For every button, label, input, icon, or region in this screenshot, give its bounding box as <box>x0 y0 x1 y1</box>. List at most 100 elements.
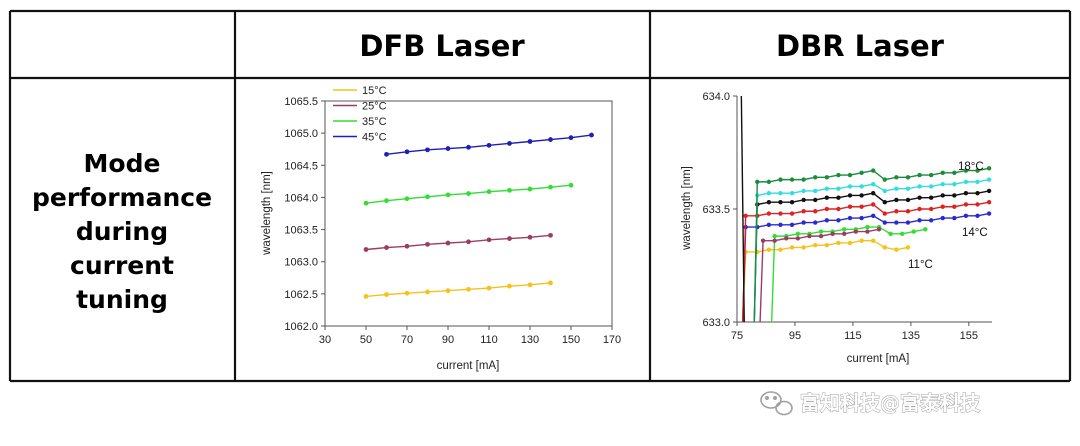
dfb-ylabel: wavelength [nm] <box>261 171 273 256</box>
dbr-y-tick-label: 633.5 <box>702 204 730 216</box>
dfb-data-point <box>486 142 492 148</box>
dbr-data-point <box>870 238 876 243</box>
dbr-data-point <box>928 218 934 223</box>
dfb-series-35C <box>363 182 574 206</box>
dfb-data-point <box>466 286 471 292</box>
dfb-data-point <box>548 184 553 190</box>
dbr-data-point <box>766 222 772 228</box>
dfb-data-point <box>404 196 410 202</box>
dbr-data-point <box>975 168 980 173</box>
dfb-data-point <box>445 240 451 246</box>
dfb-data-point <box>589 132 594 138</box>
dbr-annotation-11c: 11°C <box>908 259 933 271</box>
dbr-data-point <box>813 197 818 203</box>
dbr-data-point <box>789 200 795 205</box>
dfb-x-tick-label: 170 <box>603 334 621 346</box>
dbr-data-point <box>847 204 853 209</box>
dbr-series-4 <box>741 200 992 323</box>
dfb-data-point <box>548 137 553 142</box>
dbr-x-tick-label: 75 <box>731 330 743 342</box>
dbr-chart: 75 95 115 135 155 633.0 633.5 634.0 current [mA… <box>681 91 992 365</box>
dbr-mode-hop-line <box>770 236 776 323</box>
dfb-y-tick-label: 1065.5 <box>284 96 318 108</box>
dbr-data-point <box>795 236 801 241</box>
dbr-data-point <box>766 247 772 252</box>
dbr-series-5 <box>753 188 992 323</box>
dbr-data-point <box>813 220 818 225</box>
dbr-data-point <box>888 231 893 237</box>
dfb-data-point <box>507 187 512 193</box>
dbr-data-point <box>865 224 870 230</box>
dbr-data-point <box>940 215 945 221</box>
dbr-data-point <box>894 220 899 225</box>
dbr-data-point <box>760 238 766 243</box>
dbr-data-point <box>836 206 841 212</box>
dfb-axes: 30 50 70 90 110 130 150 170 1062.0 1062.5 1063.0 10… <box>284 96 621 346</box>
dbr-data-point <box>824 186 830 191</box>
dbr-data-point <box>870 213 876 218</box>
dbr-data-point <box>882 211 887 216</box>
dbr-data-point <box>836 172 841 178</box>
dbr-data-point <box>865 229 870 234</box>
dbr-data-point <box>755 179 760 185</box>
dfb-legend-label: 45°C <box>362 132 387 144</box>
dbr-data-point <box>894 247 899 252</box>
dbr-data-point <box>766 200 772 205</box>
dbr-data-point <box>836 240 841 246</box>
dbr-annotation-18c: 18°C <box>958 161 984 173</box>
dfb-legend-label: 15°C <box>362 85 387 97</box>
dbr-data-point <box>870 190 876 196</box>
dfb-data-point <box>425 241 430 247</box>
dbr-data-point <box>882 188 887 194</box>
dfb-y-tick-label: 1063.5 <box>284 225 318 237</box>
dbr-data-point <box>882 200 887 205</box>
dbr-mode-hop-line <box>759 240 764 323</box>
dbr-spike-line <box>740 95 745 323</box>
dbr-y-tick-label: 633.0 <box>702 317 730 329</box>
dbr-x-tick-label: 155 <box>960 330 978 342</box>
dbr-data-point <box>911 229 916 234</box>
dfb-data-point <box>384 198 389 204</box>
dbr-x-tick-label: 95 <box>789 330 801 342</box>
dbr-data-point <box>963 179 969 185</box>
dbr-xlabel: current [mA] <box>847 353 910 365</box>
dbr-data-point <box>847 193 853 198</box>
dfb-data-point <box>548 280 553 286</box>
dbr-data-point <box>882 245 887 250</box>
dfb-data-point <box>486 285 492 291</box>
watermark: 富知科技@富泰科技 <box>760 391 981 415</box>
dbr-data-point <box>859 238 864 243</box>
dbr-data-point <box>789 177 795 182</box>
dbr-data-point <box>824 206 830 212</box>
dbr-data-point <box>813 175 818 180</box>
dfb-x-tick-label: 110 <box>480 334 498 346</box>
dbr-data-point <box>975 213 980 218</box>
dfb-data-point <box>445 288 451 294</box>
dfb-data-point <box>425 289 430 295</box>
dbr-series-2 <box>759 227 882 323</box>
dbr-series-line <box>745 212 990 228</box>
dfb-data-point <box>466 239 471 245</box>
dbr-data-point <box>818 233 824 239</box>
dbr-data-point <box>766 179 772 185</box>
dbr-data-point <box>894 186 899 191</box>
dfb-data-point <box>548 232 553 238</box>
dbr-data-point <box>928 172 934 178</box>
dfb-data-point <box>384 151 389 157</box>
dbr-data-point <box>917 184 922 189</box>
row-label: Mode performance during current tuning <box>32 149 212 314</box>
dbr-data-point <box>813 188 818 194</box>
dfb-data-point <box>384 245 389 250</box>
dfb-x-tick-label: 90 <box>442 334 454 346</box>
dbr-data-point <box>801 245 806 250</box>
dbr-data-point <box>824 175 830 180</box>
dfb-series-25C <box>363 232 553 252</box>
dbr-data-point <box>778 177 783 182</box>
dbr-data-point <box>870 181 876 187</box>
dbr-data-point <box>830 231 835 237</box>
dbr-data-point <box>789 222 795 228</box>
dbr-data-point <box>963 213 969 218</box>
dbr-data-point <box>859 184 864 189</box>
dbr-data-point <box>778 200 783 205</box>
dbr-x-tick-label: 115 <box>844 330 862 342</box>
